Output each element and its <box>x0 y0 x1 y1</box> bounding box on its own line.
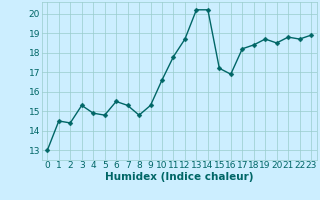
X-axis label: Humidex (Indice chaleur): Humidex (Indice chaleur) <box>105 172 253 182</box>
